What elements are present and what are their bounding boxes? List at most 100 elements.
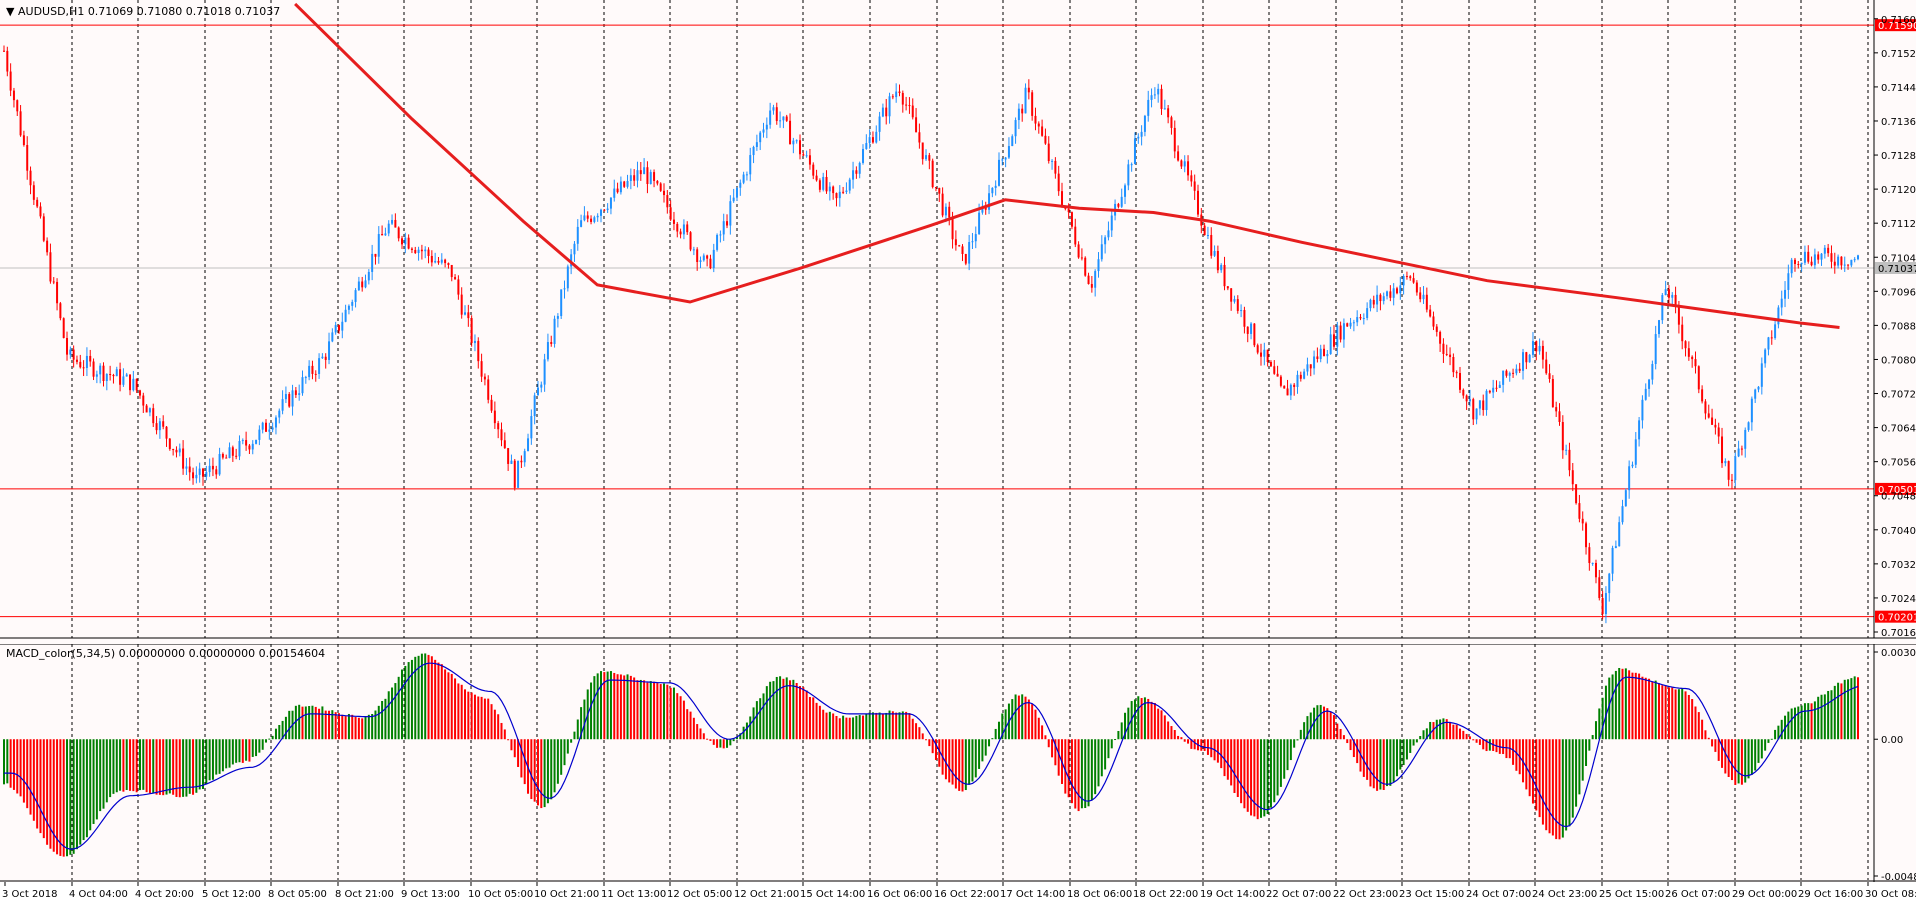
symbol-header: AUDUSD,H1 0.71069 0.71080 0.71018 0.7103… xyxy=(18,5,280,18)
macd-bar xyxy=(1747,739,1750,779)
macd-bar xyxy=(666,684,669,740)
candle-body xyxy=(301,377,304,394)
macd-bar xyxy=(623,675,626,740)
time-tick-label: 17 Oct 14:00 xyxy=(1000,889,1065,900)
candle-body xyxy=(19,111,22,136)
candle-body xyxy=(1684,341,1687,349)
macd-bar xyxy=(1074,739,1077,809)
candle-body xyxy=(1087,275,1090,285)
macd-bar xyxy=(1707,737,1710,740)
macd-bar xyxy=(828,711,831,740)
candle-body xyxy=(1147,99,1150,116)
candle-body xyxy=(404,237,407,245)
macd-bar xyxy=(1080,739,1083,809)
macd-bar xyxy=(759,698,762,740)
macd-bar xyxy=(29,739,32,815)
macd-bar xyxy=(1594,721,1597,740)
macd-bar xyxy=(1104,739,1107,770)
macd-bar xyxy=(1658,683,1661,740)
candle-body xyxy=(178,448,181,453)
candle-body xyxy=(1027,87,1030,93)
candle-body xyxy=(145,405,148,413)
candle-body xyxy=(341,321,344,331)
macd-bar xyxy=(1143,697,1146,740)
candle-body xyxy=(1170,117,1173,128)
macd-bar xyxy=(1661,685,1664,740)
price-tick-label: 0.70245 xyxy=(1881,594,1916,605)
candle-body xyxy=(752,146,755,156)
macd-bar xyxy=(42,739,45,839)
candle-body xyxy=(682,224,685,235)
macd-bar xyxy=(735,736,738,740)
macd-bar xyxy=(1478,739,1481,745)
macd-bar xyxy=(424,653,427,740)
macd-bar xyxy=(1488,739,1491,751)
candle-body xyxy=(1346,323,1349,327)
candle-body xyxy=(354,290,357,302)
candle-body xyxy=(241,440,244,442)
candle-body xyxy=(337,325,340,331)
price-chart[interactable]: 0.71590 0.70501 0.70201 ▼ AUDUSD,H1 0.7106… xyxy=(0,0,1916,640)
candle-body xyxy=(570,254,573,267)
level-price-tag xyxy=(1875,19,1916,32)
macd-bar xyxy=(1638,673,1641,740)
macd-bar xyxy=(301,706,304,740)
candle-body xyxy=(739,182,742,188)
candle-body xyxy=(812,164,815,176)
candle-body xyxy=(467,312,470,319)
price-tick-label: 0.70725 xyxy=(1881,390,1916,401)
candle-body xyxy=(211,465,214,470)
candle-body xyxy=(1588,547,1591,564)
candle-body xyxy=(1435,326,1438,332)
macd-bar xyxy=(1193,739,1196,750)
horizontal-levels[interactable]: 0.71590 0.70501 0.70201 xyxy=(0,19,1916,624)
symbol-header-arrow[interactable]: ▼ xyxy=(6,5,15,18)
macd-bar xyxy=(536,739,539,806)
candle-body xyxy=(6,50,9,72)
level-price-label: 0.71590 xyxy=(1878,21,1916,32)
macd-bar xyxy=(1230,739,1233,786)
macd-bar xyxy=(908,713,911,740)
macd-bar xyxy=(1588,739,1591,751)
macd-bar xyxy=(779,676,782,740)
candle-body xyxy=(198,468,201,475)
candle-body xyxy=(32,185,35,200)
macd-bar xyxy=(331,710,334,740)
candle-body xyxy=(679,231,682,235)
candle-body xyxy=(407,237,410,249)
macd-bar xyxy=(745,722,748,740)
candle-body xyxy=(1677,306,1680,325)
macd-bar xyxy=(812,697,815,740)
candle-body xyxy=(490,399,493,411)
macd-bar xyxy=(1100,739,1103,777)
macd-bar xyxy=(891,711,894,740)
level-price-label: 0.70501 xyxy=(1878,485,1916,496)
candle-body xyxy=(1014,120,1017,137)
candle-body xyxy=(387,223,390,234)
price-axis: 0.71605 0.71525 0.71445 0.71365 0.71285 0.712… xyxy=(0,0,1916,639)
candle-body xyxy=(613,188,616,198)
macd-bar xyxy=(112,739,115,794)
candle-body xyxy=(1104,237,1107,245)
candle-body xyxy=(593,217,596,222)
macd-bar xyxy=(1263,739,1266,817)
candle-body xyxy=(1551,378,1554,408)
candle-body xyxy=(420,249,423,252)
macd-panel[interactable]: MACD_color(5,34,5) 0.00000000 0.00000000… xyxy=(0,644,1916,884)
macd-bar xyxy=(852,717,855,740)
macd-bar xyxy=(560,739,563,775)
macd-bar xyxy=(1246,739,1249,812)
macd-bar xyxy=(255,739,258,757)
candle-body xyxy=(1793,259,1796,265)
macd-bar xyxy=(470,692,473,740)
macd-bar xyxy=(921,733,924,740)
candle-body xyxy=(686,224,689,233)
macd-bar xyxy=(211,739,214,780)
macd-bar xyxy=(672,687,675,740)
macd-bar xyxy=(546,739,549,804)
macd-bar xyxy=(1561,739,1564,838)
macd-bar xyxy=(1110,739,1113,749)
candle-body xyxy=(1800,262,1803,265)
macd-bar xyxy=(178,739,181,798)
